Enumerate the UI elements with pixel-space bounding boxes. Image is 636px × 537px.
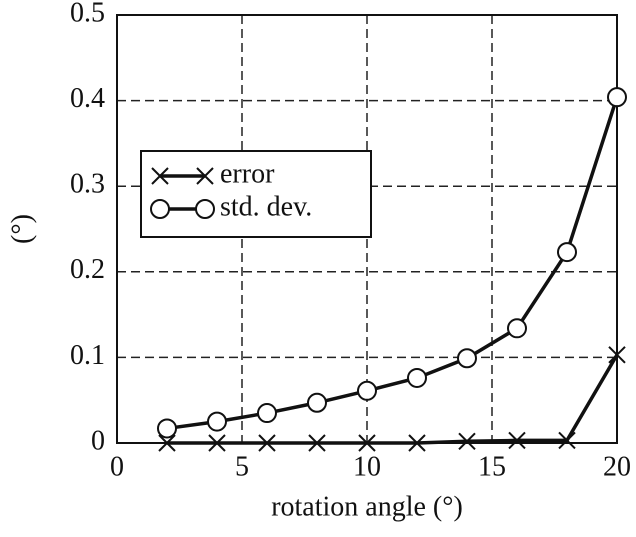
y-tick-label: 0.2 <box>70 254 105 285</box>
marker <box>150 199 170 219</box>
marker <box>257 403 277 424</box>
marker <box>408 434 426 452</box>
y-tick-label: 0.4 <box>70 83 105 114</box>
marker <box>358 434 376 452</box>
x-axis-label: rotation angle (°) <box>271 491 463 522</box>
marker <box>507 318 527 339</box>
legend-label: std. dev. <box>220 191 312 222</box>
marker <box>151 167 169 185</box>
y-tick-label: 0.3 <box>70 169 105 200</box>
series-line <box>166 96 619 431</box>
x-tick-label: 20 <box>603 451 631 482</box>
marker <box>196 167 214 185</box>
marker <box>308 434 326 452</box>
legend-box <box>140 150 372 238</box>
marker <box>407 367 427 388</box>
marker <box>357 380 377 401</box>
y-tick-label: 0 <box>91 425 105 456</box>
marker <box>558 431 576 450</box>
legend-label: error <box>220 158 275 189</box>
y-tick-label: 0.1 <box>70 340 105 371</box>
marker <box>208 434 226 452</box>
marker <box>157 418 177 439</box>
marker <box>607 87 627 108</box>
marker <box>458 432 476 450</box>
x-tick-label: 5 <box>235 451 249 482</box>
marker <box>508 431 526 450</box>
x-tick-label: 0 <box>110 451 124 482</box>
marker <box>557 242 577 263</box>
x-tick-label: 10 <box>353 451 381 482</box>
x-tick-label: 15 <box>478 451 506 482</box>
marker <box>457 348 477 369</box>
y-axis-label: (°) <box>6 214 37 244</box>
marker <box>608 346 626 364</box>
marker <box>195 199 215 219</box>
marker <box>307 392 327 413</box>
series-line <box>167 353 619 445</box>
marker <box>158 434 176 452</box>
y-tick-label: 0.5 <box>70 0 105 28</box>
marker <box>207 411 227 432</box>
marker <box>258 434 276 452</box>
